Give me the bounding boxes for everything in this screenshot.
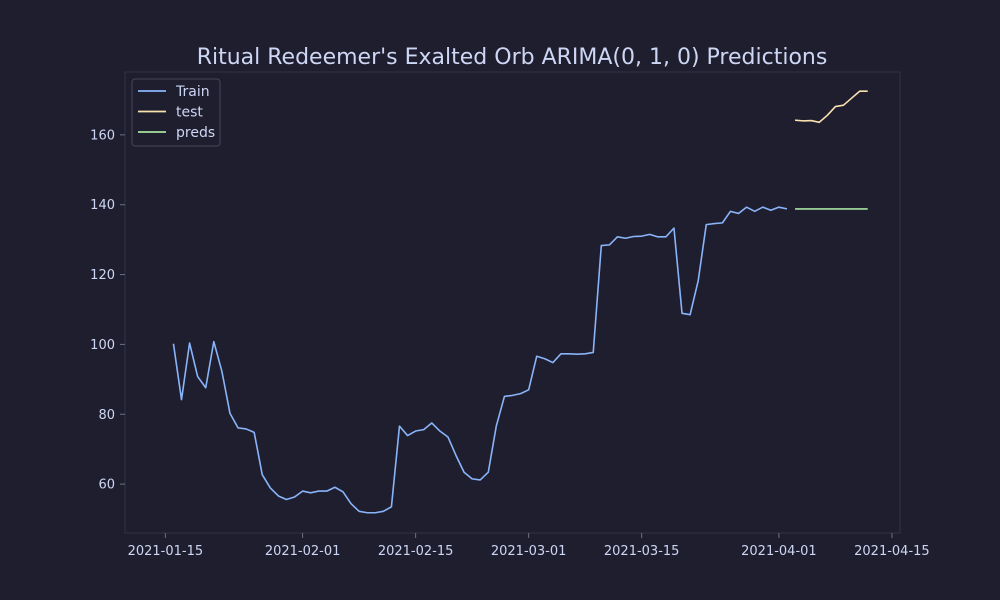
series-line-train: [172, 206, 788, 514]
legend-label: preds: [176, 125, 215, 141]
legend-frame: [131, 78, 221, 147]
x-tick-label: 2021-04-15: [854, 544, 930, 559]
legend: Train test preds: [131, 78, 221, 147]
x-tick-label: 2021-02-01: [265, 544, 341, 559]
x-tick-label: 2021-04-01: [741, 544, 817, 559]
y-tick-label: 120: [90, 268, 115, 283]
series-line-test: [794, 90, 868, 124]
x-axis: 2021-01-15 2021-02-01 2021-02-15 2021-03-01…: [128, 533, 930, 559]
y-tick-label: 80: [98, 408, 115, 423]
x-tick-label: 2021-02-15: [378, 544, 454, 559]
legend-label: Train: [175, 84, 210, 100]
x-tick-label: 2021-03-15: [604, 544, 680, 559]
y-tick-label: 60: [98, 478, 115, 493]
plot-area-frame: [124, 71, 901, 534]
x-tick-label: 2021-03-01: [491, 544, 567, 559]
legend-label: test: [176, 105, 203, 121]
series-layer: [172, 90, 868, 514]
y-tick-label: 160: [90, 128, 115, 143]
y-tick-label: 140: [90, 198, 115, 213]
chart-title: Ritual Redeemer's Exalted Orb ARIMA(0, 1…: [197, 45, 828, 70]
y-tick-label: 100: [90, 338, 115, 353]
y-axis: 60 80 100 120 140 160: [90, 128, 125, 493]
x-tick-label: 2021-01-15: [128, 544, 204, 559]
